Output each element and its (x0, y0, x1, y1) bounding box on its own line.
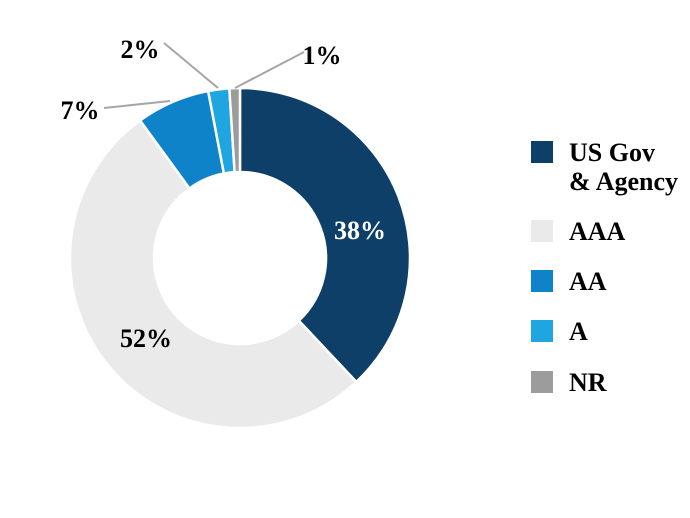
slice-label-aa: 7% (61, 96, 100, 125)
legend-swatch-aa (531, 270, 553, 293)
legend-label-nr: NR (569, 367, 607, 397)
donut-slices (68, 86, 412, 430)
legend-item-a: A (531, 317, 678, 346)
slice-label-aaa: 52% (120, 324, 172, 353)
slice-label-us-gov-agency: 38% (334, 216, 386, 245)
legend-swatch-aaa (531, 220, 553, 243)
legend-swatch-a (531, 320, 553, 343)
legend-item-nr: NR (531, 368, 678, 397)
legend-item-us-gov-agency: US Gov & Agency (531, 138, 678, 196)
slice-nr (228, 86, 242, 174)
legend-label-us-gov-agency: US Gov & Agency (569, 138, 679, 197)
legend-swatch-us-gov-agency (531, 141, 553, 163)
legend-item-aa: AA (531, 267, 678, 296)
leader-lines (103, 42, 305, 109)
leader-line-nr (234, 51, 305, 89)
legend-swatch-nr (531, 370, 553, 393)
legend-label-aa: AA (569, 267, 607, 297)
leader-line-aa (103, 100, 171, 109)
legend-item-aaa: AAA (531, 217, 678, 246)
legend-label-a: A (569, 317, 588, 347)
slice-aaa (68, 119, 358, 430)
slice-label-a: 2% (121, 35, 160, 64)
legend: US Gov & Agency AAA AA A NR (531, 138, 678, 397)
leader-line-a (163, 42, 219, 89)
slice-label-nr: 1% (303, 41, 342, 70)
slice-us-gov-agency (238, 86, 412, 384)
legend-label-aaa: AAA (569, 217, 626, 247)
